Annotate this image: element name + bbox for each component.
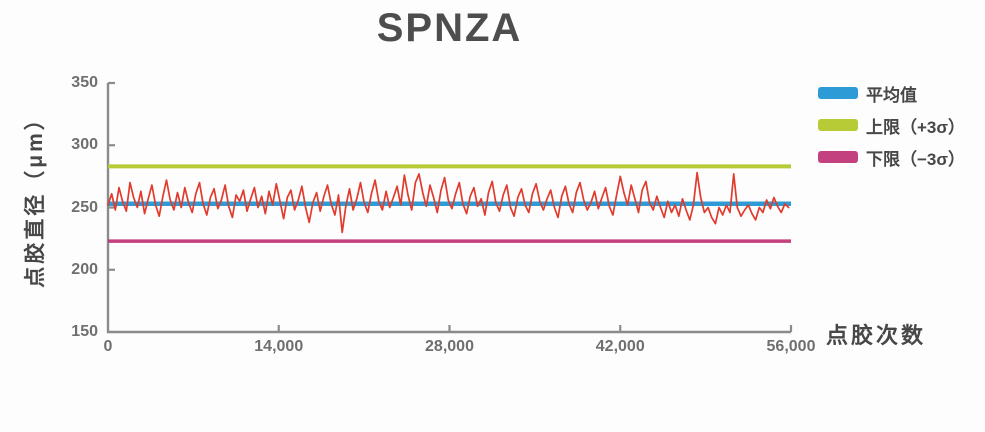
y-tick-label: 250 <box>71 198 98 216</box>
legend-swatch-upper-limit <box>818 119 858 131</box>
legend-label-upper-limit: 上限（+3σ） <box>866 117 966 137</box>
x-tick-label: 56,000 <box>766 338 816 355</box>
legend: 平均值 上限（+3σ） 下限（−3σ） <box>818 82 966 169</box>
x-axis-title: 点胶次数 <box>826 323 927 348</box>
y-axis-title: 点胶直径（μm） <box>24 106 47 288</box>
x-tick-label: 28,000 <box>425 338 474 355</box>
x-tick-label: 42,000 <box>595 338 645 355</box>
y-tick-label: 150 <box>71 323 98 340</box>
x-tick-label: 0 <box>103 338 113 355</box>
legend-swatch-lower-limit <box>818 151 858 163</box>
y-tick-label: 200 <box>71 260 98 278</box>
legend-item-lower-limit: 下限（−3σ） <box>818 146 966 169</box>
x-tick-label: 14,000 <box>254 338 304 355</box>
legend-item-upper-limit: 上限（+3σ） <box>818 114 966 137</box>
y-tick-label: 300 <box>71 136 98 154</box>
legend-label-lower-limit: 下限（−3σ） <box>866 149 966 169</box>
data-series-line <box>107 171 790 234</box>
legend-label-mean: 平均值 <box>866 85 917 105</box>
legend-swatch-mean <box>818 87 858 99</box>
y-tick-label: 350 <box>71 74 98 91</box>
axis-lines <box>106 83 791 334</box>
legend-item-mean: 平均值 <box>818 82 965 105</box>
chart-title: SPNZA <box>376 6 523 50</box>
